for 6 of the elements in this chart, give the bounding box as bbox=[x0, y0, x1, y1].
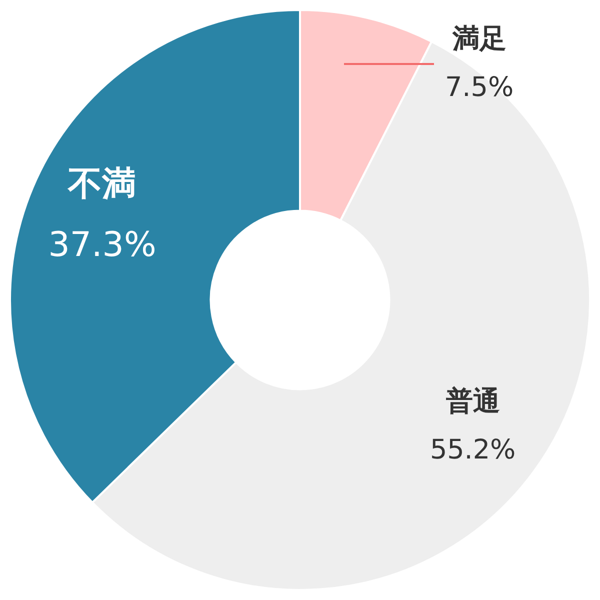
data-label: 7.5% bbox=[445, 72, 514, 104]
data-label: 55.2% bbox=[430, 434, 516, 466]
slice-label: 不満 bbox=[67, 164, 136, 204]
data-label: 37.3% bbox=[48, 225, 156, 266]
slice-label: 普通 bbox=[444, 386, 500, 417]
slice-label: 満足 bbox=[451, 23, 506, 54]
